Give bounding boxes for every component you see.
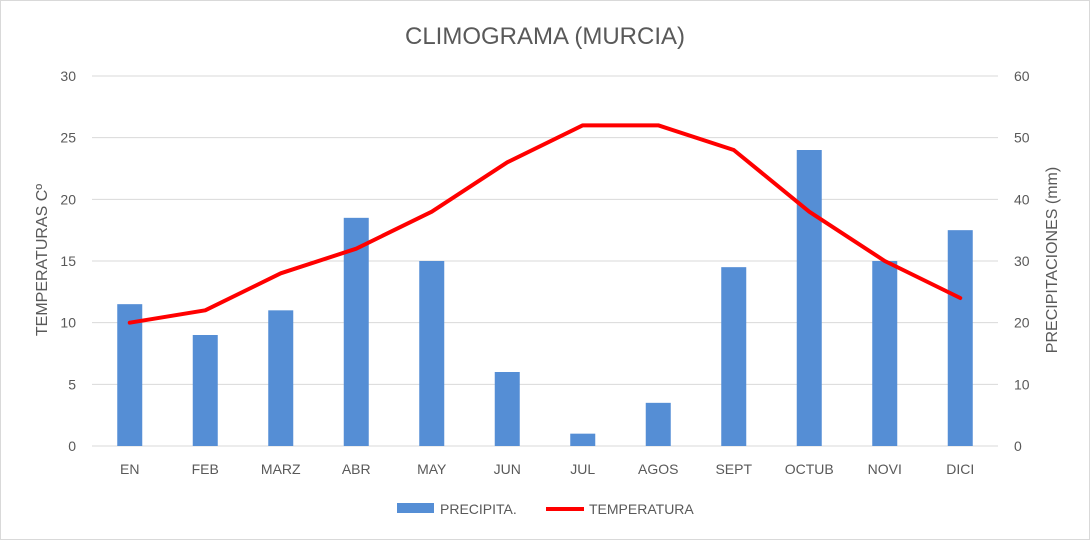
left-tick-label: 20 bbox=[60, 191, 76, 207]
right-tick-label: 0 bbox=[1014, 438, 1022, 454]
precipitation-bar bbox=[721, 267, 747, 446]
legend: PRECIPITA. TEMPERATURA bbox=[397, 501, 694, 517]
left-axis-ticks: 0 5 10 15 20 25 30 bbox=[60, 68, 76, 454]
gridlines bbox=[92, 75, 998, 447]
x-tick-label: OCTUB bbox=[785, 461, 834, 477]
right-tick-label: 20 bbox=[1014, 315, 1030, 331]
precipitation-bar bbox=[947, 230, 973, 446]
x-tick-label: SEPT bbox=[715, 461, 752, 477]
precipitation-bars bbox=[117, 150, 973, 446]
x-axis-ticks: EN FEB MARZ ABR MAY JUN JUL AGOS SEPT OCTUB NOVI DI… bbox=[120, 461, 974, 477]
right-tick-label: 50 bbox=[1014, 130, 1030, 146]
left-tick-label: 15 bbox=[60, 253, 76, 269]
left-tick-label: 25 bbox=[60, 130, 76, 146]
x-tick-label: ABR bbox=[342, 461, 371, 477]
x-tick-label: FEB bbox=[192, 461, 219, 477]
right-tick-label: 40 bbox=[1014, 191, 1030, 207]
precipitation-bar bbox=[494, 372, 520, 446]
precipitation-bar bbox=[645, 402, 671, 446]
left-axis-title: TEMPERATURAS Cº bbox=[34, 184, 51, 336]
chart-title: CLIMOGRAMA (MURCIA) bbox=[405, 23, 685, 50]
left-tick-label: 0 bbox=[68, 438, 76, 454]
precipitation-bar bbox=[192, 335, 218, 446]
legend-precipitation-swatch bbox=[397, 503, 434, 513]
x-tick-label: EN bbox=[120, 461, 139, 477]
x-tick-label: NOVI bbox=[868, 461, 902, 477]
precipitation-bar bbox=[343, 217, 369, 446]
right-tick-label: 30 bbox=[1014, 253, 1030, 269]
legend-temperature-label: TEMPERATURA bbox=[589, 501, 694, 517]
left-tick-label: 30 bbox=[60, 68, 76, 84]
x-tick-label: MAY bbox=[417, 461, 447, 477]
precipitation-bar bbox=[117, 304, 143, 446]
right-tick-label: 10 bbox=[1014, 376, 1030, 392]
x-tick-label: JUN bbox=[494, 461, 521, 477]
right-axis-title: PRECIPITACIONES (mm) bbox=[1044, 167, 1061, 353]
precipitation-bar bbox=[570, 433, 596, 446]
x-tick-label: MARZ bbox=[261, 461, 301, 477]
precipitation-bar bbox=[419, 261, 445, 446]
precipitation-bar bbox=[796, 150, 822, 446]
x-tick-label: AGOS bbox=[638, 461, 678, 477]
left-tick-label: 10 bbox=[60, 315, 76, 331]
x-tick-label: DICI bbox=[946, 461, 974, 477]
precipitation-bar bbox=[268, 310, 294, 446]
temperature-line-group bbox=[127, 123, 963, 325]
precipitation-bar bbox=[872, 261, 898, 446]
temperature-line bbox=[127, 123, 963, 325]
left-tick-label: 5 bbox=[68, 376, 76, 392]
legend-precipitation-label: PRECIPITA. bbox=[440, 501, 517, 517]
x-tick-label: JUL bbox=[570, 461, 595, 477]
right-axis-ticks: 0 10 20 30 40 50 60 bbox=[1014, 68, 1030, 454]
right-tick-label: 60 bbox=[1014, 68, 1030, 84]
